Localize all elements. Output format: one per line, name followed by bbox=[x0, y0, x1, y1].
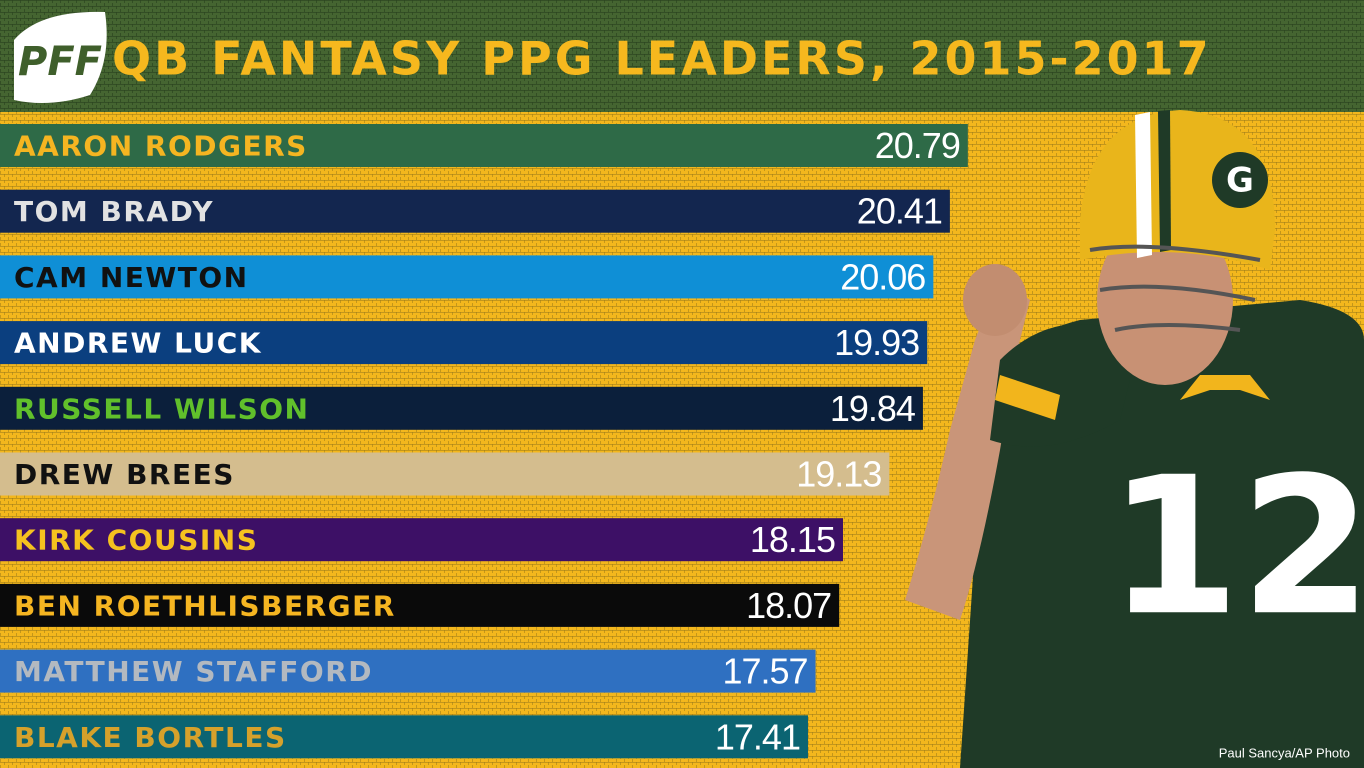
value-label: 20.06 bbox=[840, 256, 925, 297]
category-label: RUSSELL WILSON bbox=[14, 392, 309, 425]
bar bbox=[0, 452, 890, 496]
svg-text:G: G bbox=[1226, 161, 1254, 201]
category-label: CAM NEWTON bbox=[14, 261, 249, 294]
bar bbox=[0, 715, 808, 759]
value-label: 18.15 bbox=[750, 519, 835, 560]
chart-title: QB FANTASY PPG LEADERS, 2015-2017 bbox=[112, 32, 1212, 86]
bar bbox=[0, 255, 934, 299]
category-label: BLAKE BORTLES bbox=[14, 721, 287, 754]
value-label: 17.57 bbox=[722, 651, 807, 692]
value-label: 19.84 bbox=[830, 388, 915, 429]
value-label: 18.07 bbox=[746, 585, 831, 626]
bar bbox=[0, 189, 950, 233]
logo-badge bbox=[14, 11, 107, 104]
value-label: 19.93 bbox=[834, 322, 919, 363]
category-label: ANDREW LUCK bbox=[14, 327, 262, 360]
bar bbox=[0, 649, 816, 693]
bar bbox=[0, 321, 928, 365]
photo-credit: Paul Sancya/AP Photo bbox=[1219, 745, 1350, 760]
value-label: 20.41 bbox=[857, 191, 942, 232]
category-label: KIRK COUSINS bbox=[14, 524, 258, 557]
category-label: DREW BREES bbox=[14, 458, 235, 491]
bar bbox=[0, 518, 843, 562]
header bbox=[0, 0, 1364, 112]
value-label: 17.41 bbox=[715, 716, 800, 757]
category-label: BEN ROETHLISBERGER bbox=[14, 589, 396, 622]
category-label: MATTHEW STAFFORD bbox=[14, 655, 373, 688]
player-photo: G 12 bbox=[905, 110, 1364, 768]
bar bbox=[0, 124, 968, 167]
bar bbox=[0, 386, 923, 430]
svg-text:12: 12 bbox=[1108, 436, 1364, 657]
value-label: 20.79 bbox=[875, 125, 960, 166]
bar bbox=[0, 583, 840, 627]
category-label: TOM BRADY bbox=[14, 195, 214, 228]
logo: PFF bbox=[18, 39, 102, 85]
value-label: 19.13 bbox=[796, 454, 881, 495]
category-label: AARON RODGERS bbox=[14, 130, 308, 163]
